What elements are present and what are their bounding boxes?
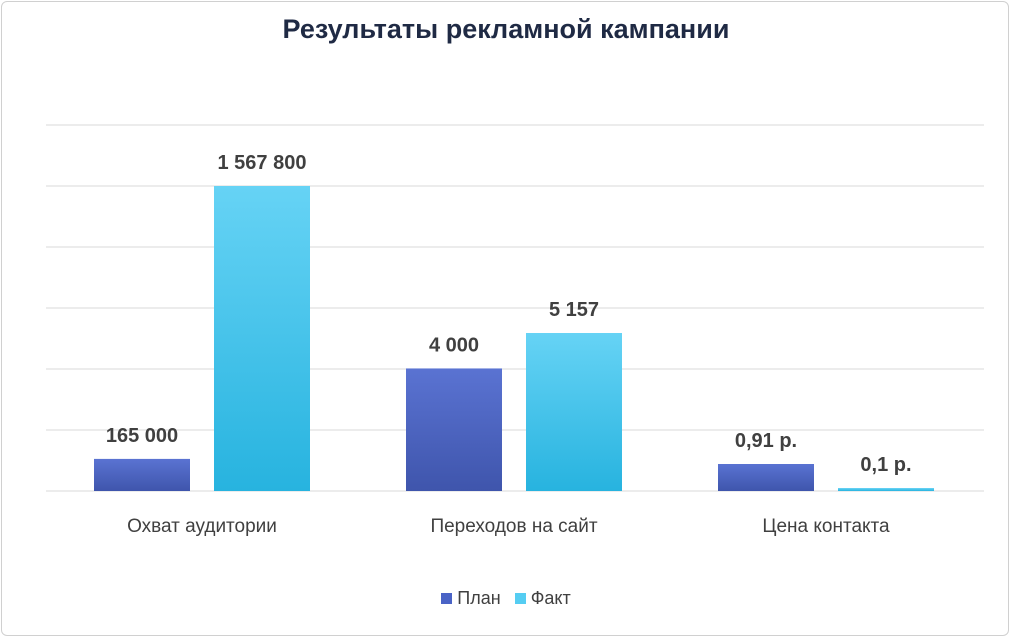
legend-item-plan: План xyxy=(441,588,501,609)
legend: План Факт xyxy=(0,588,1012,609)
legend-label-plan: План xyxy=(457,588,501,608)
legend-swatch-fact xyxy=(514,593,526,604)
legend-label-fact: Факт xyxy=(530,588,571,608)
data-label: 0,91 р. xyxy=(735,430,797,452)
data-label: 5 157 xyxy=(549,299,599,321)
bar-plan xyxy=(94,458,190,491)
bar-fact xyxy=(838,488,934,491)
data-label: 0,1 р. xyxy=(860,454,911,476)
data-label: 165 000 xyxy=(106,425,178,447)
bar-plan xyxy=(718,464,814,491)
legend-item-fact: Факт xyxy=(514,588,571,609)
category-label: Охват аудитории xyxy=(127,516,277,537)
bar-fact xyxy=(214,186,310,491)
legend-swatch-plan xyxy=(441,593,453,604)
bar-plan xyxy=(406,368,502,491)
category-label: Цена контакта xyxy=(762,516,890,537)
data-label: 1 567 800 xyxy=(218,152,307,174)
chart-title: Результаты рекламной кампании xyxy=(282,14,730,44)
bar-fact xyxy=(526,333,622,491)
category-label: Переходов на сайт xyxy=(430,516,597,537)
data-label: 4 000 xyxy=(429,334,479,356)
